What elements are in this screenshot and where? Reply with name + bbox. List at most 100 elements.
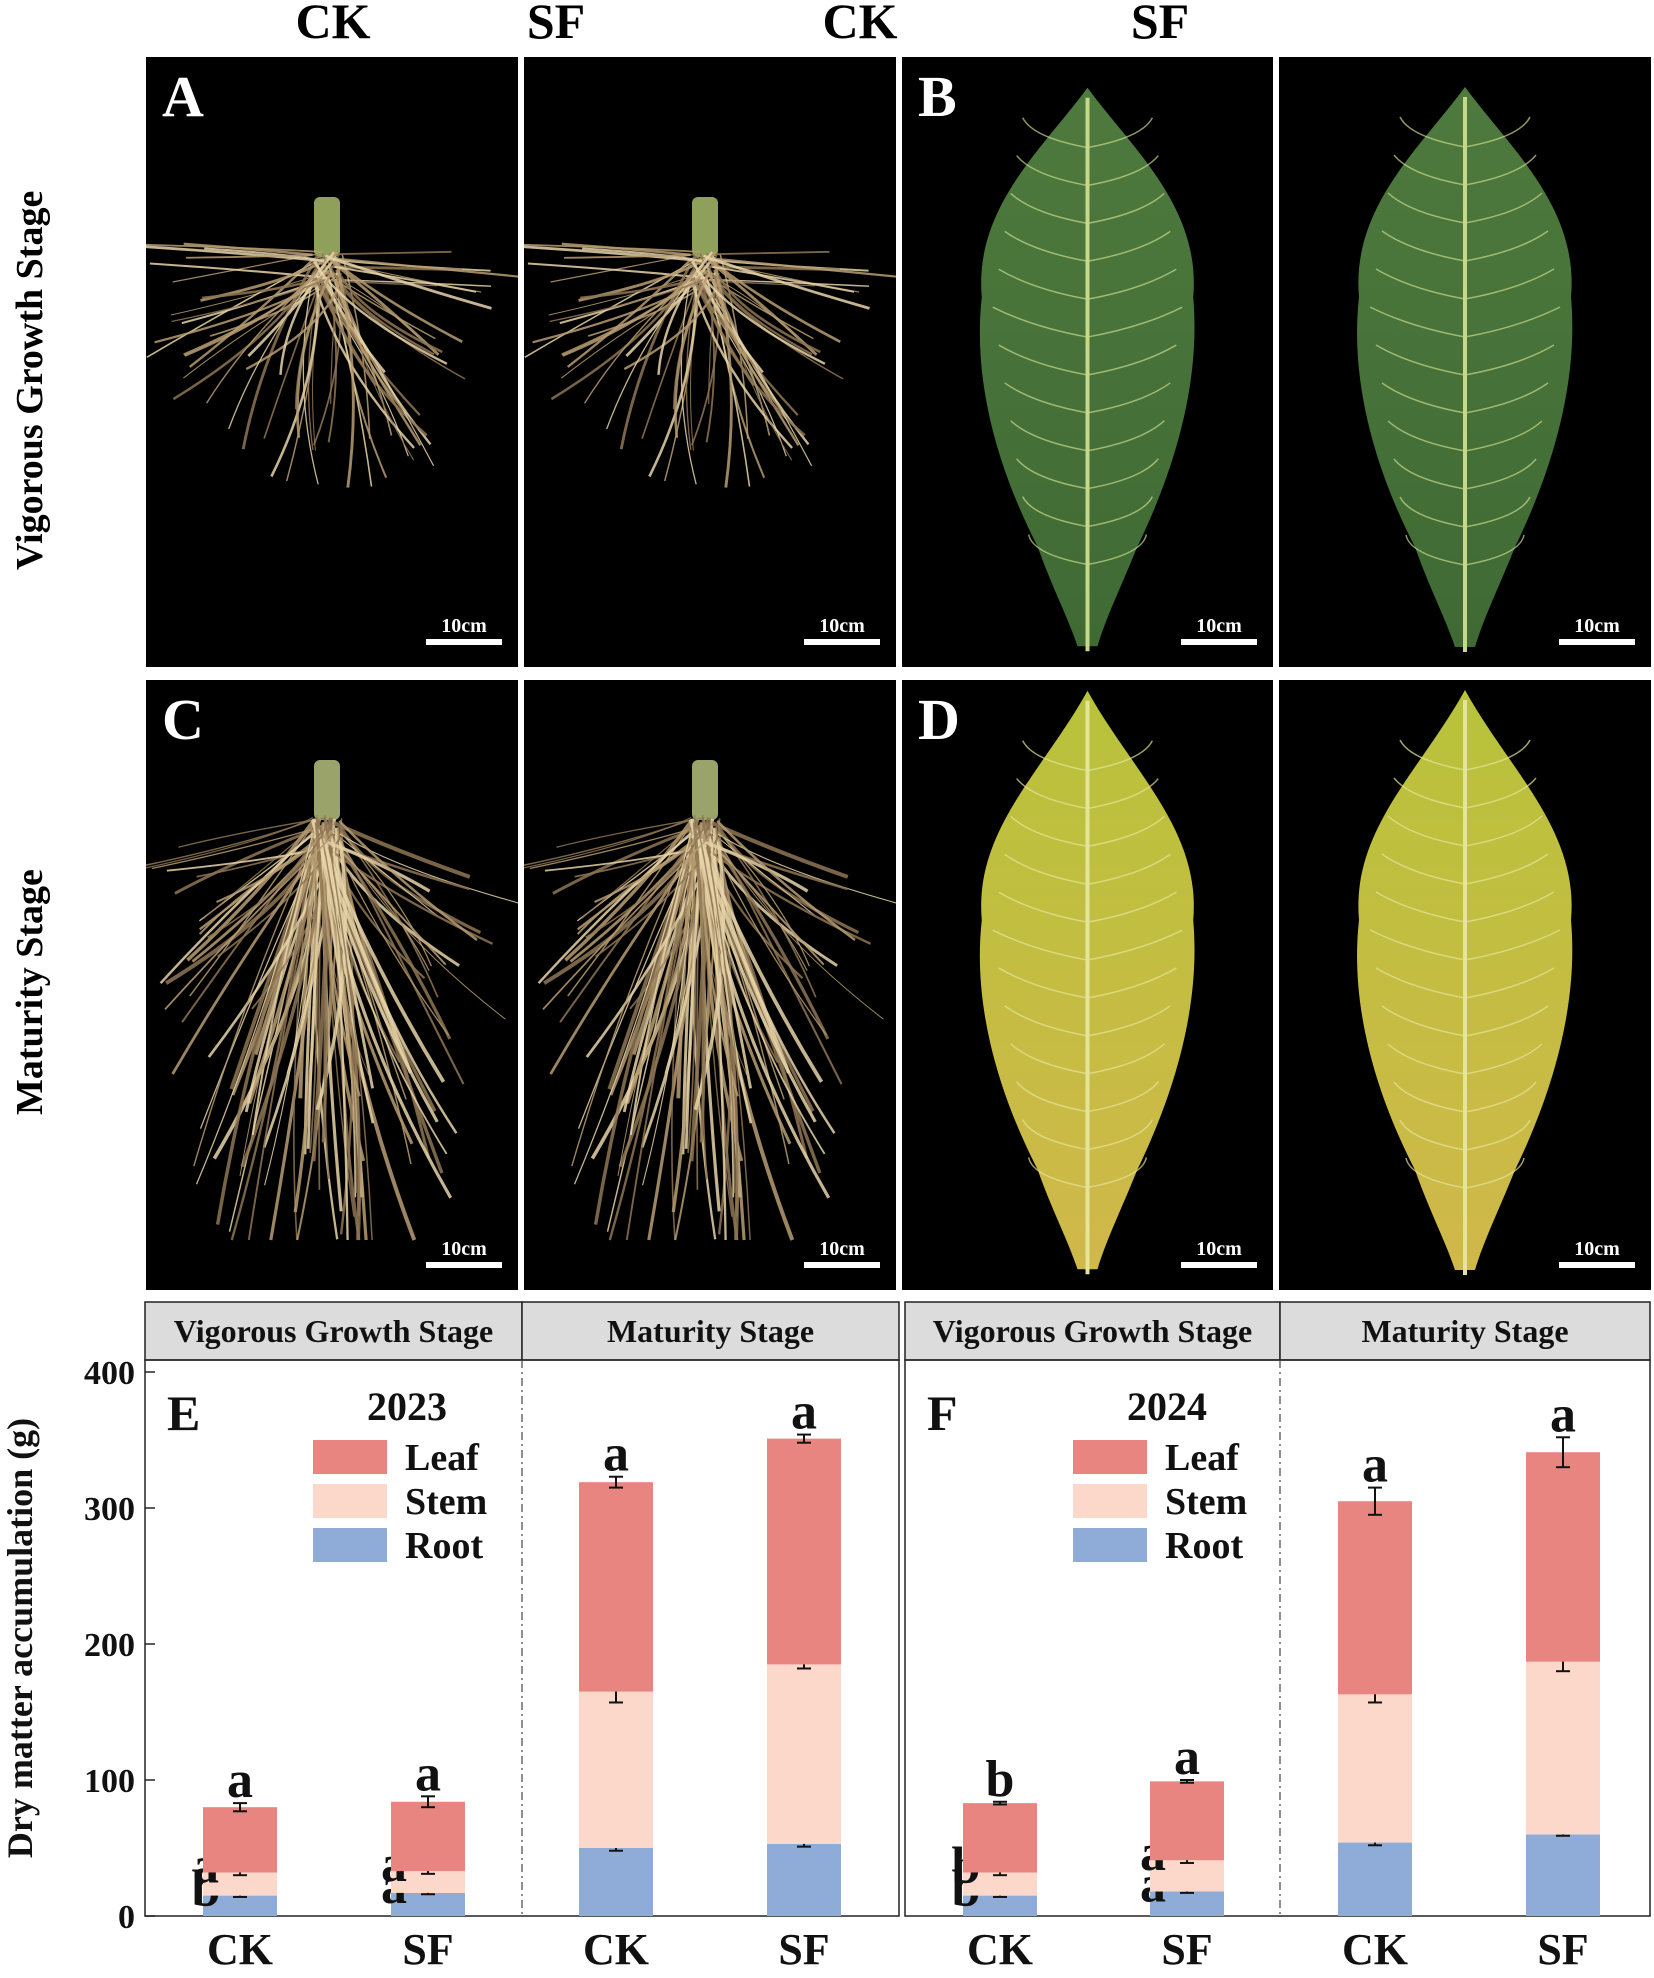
- bar-charts: Vigorous Growth Stage Maturity Stage E 2023…: [0, 1301, 1651, 1974]
- x-tick-label: SF: [1537, 1925, 1588, 1974]
- stage-strip: [521, 1301, 900, 1361]
- scale-line: [804, 1262, 880, 1268]
- photo-panel-sf-1-3: 10cm: [1279, 680, 1651, 1290]
- row-header-vigorous: Vigorous Growth Stage: [9, 190, 51, 570]
- column-header-sf-2: SF: [1130, 0, 1190, 49]
- bar-root: [579, 1848, 653, 1916]
- y-tick-label: 0: [118, 1899, 135, 1936]
- significance-letter: a: [791, 1384, 817, 1441]
- leaf-illustration: [979, 690, 1195, 1275]
- photo-panel-b: B 10cm: [902, 57, 1273, 667]
- scale-label: 10cm: [819, 615, 865, 637]
- stage-strip: [144, 1301, 523, 1361]
- bar-stem: [1150, 1860, 1224, 1892]
- legend-label-root: Root: [405, 1525, 483, 1567]
- scale-line: [426, 1262, 502, 1268]
- stage-label: Vigorous Growth Stage: [933, 1313, 1252, 1349]
- photo-panel-d: D 10cm: [902, 680, 1273, 1290]
- stage-label: Maturity Stage: [1361, 1313, 1568, 1349]
- legend-swatch-leaf: [1073, 1440, 1147, 1474]
- bar-root: [391, 1892, 465, 1916]
- significance-letter: a: [1550, 1386, 1576, 1443]
- scale-line: [426, 639, 502, 645]
- bar-leaf: [579, 1482, 653, 1692]
- panel-letter: E: [167, 1385, 200, 1441]
- bar-leaf: [1338, 1501, 1412, 1695]
- bar-leaf: [203, 1807, 277, 1873]
- scale-line: [1559, 639, 1635, 645]
- x-tick-label: SF: [402, 1925, 453, 1974]
- bar-leaf: [1526, 1452, 1600, 1662]
- y-axis-label: Dry matter accumulation (g): [0, 1418, 40, 1858]
- panel-letter: C: [162, 687, 204, 752]
- scale-line: [804, 639, 880, 645]
- photo-panel-sf-1-1: 10cm: [524, 680, 896, 1290]
- scale-bar: 10cm: [804, 615, 880, 645]
- bar-root: [1150, 1891, 1224, 1916]
- significance-letter: a: [1174, 1729, 1200, 1786]
- scale-label: 10cm: [441, 1238, 487, 1260]
- photo-panel-sf-0-1: 10cm: [524, 57, 896, 667]
- bar-stem: [963, 1872, 1037, 1896]
- root-illustration: [524, 197, 896, 488]
- bar-stem: [391, 1871, 465, 1893]
- stage-label: Vigorous Growth Stage: [174, 1313, 493, 1349]
- scale-bar: 10cm: [1559, 1238, 1635, 1268]
- x-tick-label: CK: [967, 1925, 1033, 1974]
- y-tick-label: 300: [84, 1491, 135, 1528]
- scale-bar: 10cm: [1181, 1238, 1257, 1268]
- legend-label-root: Root: [1165, 1525, 1243, 1567]
- panel-letter: B: [918, 64, 957, 129]
- stage-label: Maturity Stage: [607, 1313, 814, 1349]
- scale-bar: 10cm: [426, 615, 502, 645]
- bar-stem: [1526, 1661, 1600, 1835]
- root-illustration: [146, 197, 518, 488]
- scale-bar: 10cm: [426, 1238, 502, 1268]
- leaf-illustration: [1357, 690, 1573, 1275]
- significance-letter: a: [227, 1752, 253, 1809]
- scale-label: 10cm: [441, 615, 487, 637]
- column-header-ck-1: CK: [295, 0, 371, 49]
- x-tick-label: CK: [583, 1925, 649, 1974]
- legend-label-leaf: Leaf: [1165, 1437, 1240, 1479]
- bar-stem: [1338, 1694, 1412, 1843]
- column-header-sf-1: SF: [526, 0, 586, 49]
- bar-stem: [767, 1664, 841, 1844]
- scale-line: [1559, 1262, 1635, 1268]
- scale-bar: 10cm: [804, 1238, 880, 1268]
- legend-swatch-root: [1073, 1528, 1147, 1562]
- x-tick-label: CK: [207, 1925, 273, 1974]
- scale-label: 10cm: [1574, 1238, 1620, 1260]
- legend-swatch-stem: [1073, 1484, 1147, 1518]
- chart-title: 2024: [1127, 1384, 1207, 1429]
- bar-root: [1338, 1842, 1412, 1916]
- photo-panel-c: C 10cm: [146, 680, 518, 1290]
- bar-root: [1526, 1834, 1600, 1916]
- leaf-illustration: [979, 87, 1195, 652]
- legend-label-stem: Stem: [1165, 1481, 1247, 1523]
- y-tick-label: 200: [84, 1627, 135, 1664]
- legend-swatch-root: [313, 1528, 387, 1562]
- x-tick-label: SF: [778, 1925, 829, 1974]
- scale-line: [1181, 1262, 1257, 1268]
- bar-stem: [203, 1872, 277, 1896]
- scale-label: 10cm: [1574, 615, 1620, 637]
- leaf-illustration: [1357, 87, 1573, 652]
- bar-root: [203, 1895, 277, 1916]
- bar-root: [963, 1895, 1037, 1916]
- legend-label-leaf: Leaf: [405, 1437, 480, 1479]
- legend-label-stem: Stem: [405, 1481, 487, 1523]
- x-tick-label: SF: [1161, 1925, 1212, 1974]
- y-tick-label: 100: [84, 1763, 135, 1800]
- scale-bar: 10cm: [1559, 615, 1635, 645]
- significance-letter: b: [986, 1751, 1015, 1808]
- root-illustration: [146, 760, 518, 1241]
- panel-letter: F: [927, 1385, 958, 1441]
- panel-letter: D: [918, 687, 960, 752]
- plot-frame: [904, 1359, 1651, 1917]
- panel-letter: A: [162, 64, 204, 129]
- bar-leaf: [1150, 1781, 1224, 1861]
- legend-swatch-stem: [313, 1484, 387, 1518]
- scale-label: 10cm: [1196, 615, 1242, 637]
- bar-root: [767, 1843, 841, 1916]
